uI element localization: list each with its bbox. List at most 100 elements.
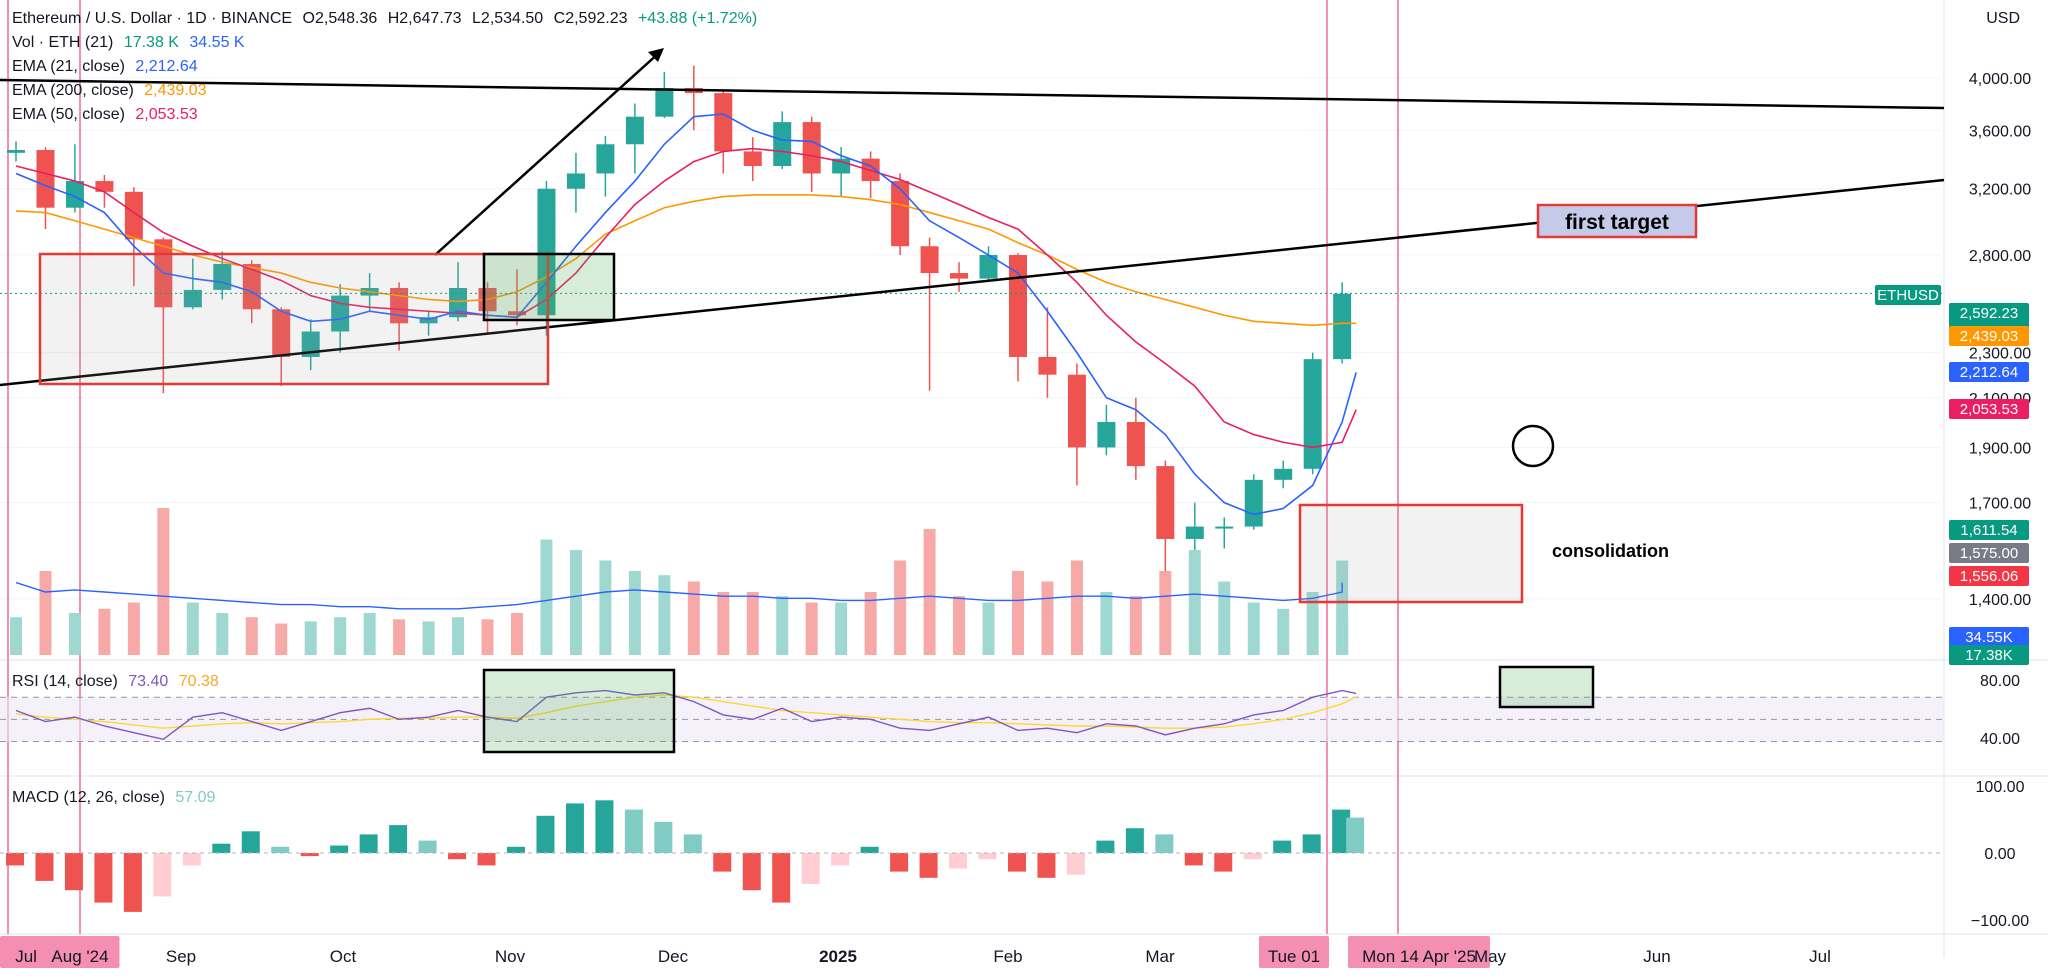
candle-body-21 <box>625 116 644 145</box>
ema200-legend[interactable]: EMA (200, close) 2,439.03 <box>12 82 213 100</box>
candle-body-20 <box>596 144 615 174</box>
rsi-legend[interactable]: RSI (14, close) 73.40 70.38 <box>12 673 225 691</box>
volume-bar-44 <box>1306 592 1319 655</box>
volume-bar-11 <box>334 617 347 655</box>
volume-bar-0 <box>10 617 22 655</box>
volume-bar-5 <box>157 508 170 655</box>
ema50-legend[interactable]: EMA (50, close) 2,053.53 <box>12 106 204 124</box>
volume-bar-36 <box>1070 560 1083 655</box>
symbol-title[interactable]: Ethereum / U.S. Dollar · 1D · BINANCE <box>12 10 293 27</box>
candle-body-33 <box>979 255 998 279</box>
background-layer <box>7 0 1399 934</box>
candle-body-37 <box>1097 421 1116 448</box>
rsi-tick-label: 40.00 <box>1980 731 2020 748</box>
candle-body-45 <box>1333 293 1352 360</box>
currency-button[interactable]: USD <box>1986 10 2020 27</box>
breakout-box <box>482 252 616 322</box>
macd-hist-bar-19 <box>565 803 584 853</box>
ema50-label: EMA (50, close) <box>12 106 125 123</box>
time-tick-label: Nov <box>495 947 526 966</box>
volume-bar-9 <box>275 623 288 655</box>
open-value: O2,548.36 <box>302 10 378 27</box>
macd-hist-bar-42 <box>1243 853 1262 860</box>
volume-bar-2 <box>68 613 81 655</box>
time-tick-label: Aug '24 <box>51 947 108 966</box>
candle-body-6 <box>183 289 202 308</box>
volume-bar-38 <box>1129 596 1142 655</box>
macd-hist-bar-9 <box>271 846 290 853</box>
rsi-label: RSI (14, close) <box>12 673 118 690</box>
price-label-text: 1,575.00 <box>1960 545 2018 562</box>
macd-hist-bar-32 <box>949 853 968 869</box>
rsi-value: 73.40 <box>128 673 169 690</box>
price-tick-label: 2,800.00 <box>1969 248 2031 265</box>
volume-bar-34 <box>1011 571 1024 655</box>
volume-bar-21 <box>628 571 641 655</box>
macd-hist-bar-23 <box>683 834 702 853</box>
candle-body-27 <box>802 122 821 174</box>
candle-body-26 <box>773 122 792 167</box>
candle-body-1 <box>36 149 55 208</box>
ema21-label: EMA (21, close) <box>12 58 125 75</box>
volume-bar-29 <box>864 592 877 655</box>
low-value: L2,534.50 <box>472 10 544 27</box>
volume-value-1: 17.38 K <box>123 34 179 51</box>
macd-hist-bar-14 <box>418 840 437 853</box>
macd-hist-bar-24 <box>713 853 732 872</box>
macd-hist-bar-36 <box>1066 853 1085 875</box>
candle-body-9 <box>272 309 291 357</box>
price-label-text: 2,053.53 <box>1960 401 2018 418</box>
high-value: H2,647.73 <box>387 10 462 27</box>
volume-bar-1 <box>39 571 52 655</box>
macd-hist-bar-0 <box>6 853 24 866</box>
volume-bar-10 <box>304 621 317 655</box>
macd-hist-bar-20 <box>595 800 614 853</box>
macd-hist-bar-22 <box>654 822 673 853</box>
rsi-ma-value: 70.38 <box>178 673 219 690</box>
candle-body-43 <box>1274 468 1293 480</box>
price-tick-label: 1,700.00 <box>1969 496 2031 513</box>
time-tick-label: Jul <box>1809 947 1831 966</box>
price-label-bg-8 <box>1949 627 2029 647</box>
time-tick-label: Feb <box>993 947 1022 966</box>
volume-legend[interactable]: Vol · ETH (21) 17.38 K 34.55 K <box>12 34 251 52</box>
ema50-line <box>15 147 1357 449</box>
time-tick-label: Mon 14 Apr '25 <box>1362 947 1476 966</box>
volume-bar-24 <box>717 592 730 655</box>
macd-hist-bar-27 <box>801 853 820 884</box>
macd-hist-bar-10 <box>300 853 319 857</box>
ema50-value: 2,053.53 <box>135 106 198 123</box>
macd-legend[interactable]: MACD (12, 26, close) 57.09 <box>12 789 221 807</box>
volume-bar-13 <box>393 619 406 655</box>
ema21-legend[interactable]: EMA (21, close) 2,212.64 <box>12 58 204 76</box>
candle-body-36 <box>1067 374 1086 448</box>
macd-hist-bar-31 <box>919 853 938 878</box>
macd-hist-bar-34 <box>1007 853 1026 872</box>
volume-bar-4 <box>127 602 140 655</box>
macd-hist-bar-6 <box>182 853 201 866</box>
macd-hist-bar-38 <box>1125 828 1144 853</box>
price-label-text: 2,439.03 <box>1960 328 2018 345</box>
macd-hist-bar-15 <box>448 853 467 860</box>
rsi-line <box>15 689 1357 741</box>
macd-hist-bar-37 <box>1096 840 1115 853</box>
macd-label: MACD (12, 26, close) <box>12 789 165 806</box>
price-tick-label: 1,400.00 <box>1969 592 2031 609</box>
candle-body-25 <box>743 151 762 167</box>
macd-hist-bar-41 <box>1214 853 1233 872</box>
macd-hist-bar-3 <box>94 853 113 903</box>
close-value: C2,592.23 <box>553 10 628 27</box>
rsi-highlight-box-recent <box>1498 665 1595 709</box>
candle-body-15 <box>449 287 468 318</box>
ema200-label: EMA (200, close) <box>12 82 134 99</box>
price-label-text: 2,592.23 <box>1960 305 2018 322</box>
candle-body-22 <box>655 88 674 117</box>
candle-body-34 <box>1008 255 1027 357</box>
macd-hist-bar-39 <box>1155 834 1174 853</box>
candle-body-35 <box>1038 356 1057 375</box>
macd-tick-label: −100.00 <box>1971 913 2029 930</box>
macd-tick-label: 100.00 <box>1976 779 2025 796</box>
price-tick-label: 4,000.00 <box>1969 71 2031 88</box>
price-tick-label: 1,900.00 <box>1969 440 2031 457</box>
macd-hist-bar-18 <box>536 815 555 853</box>
